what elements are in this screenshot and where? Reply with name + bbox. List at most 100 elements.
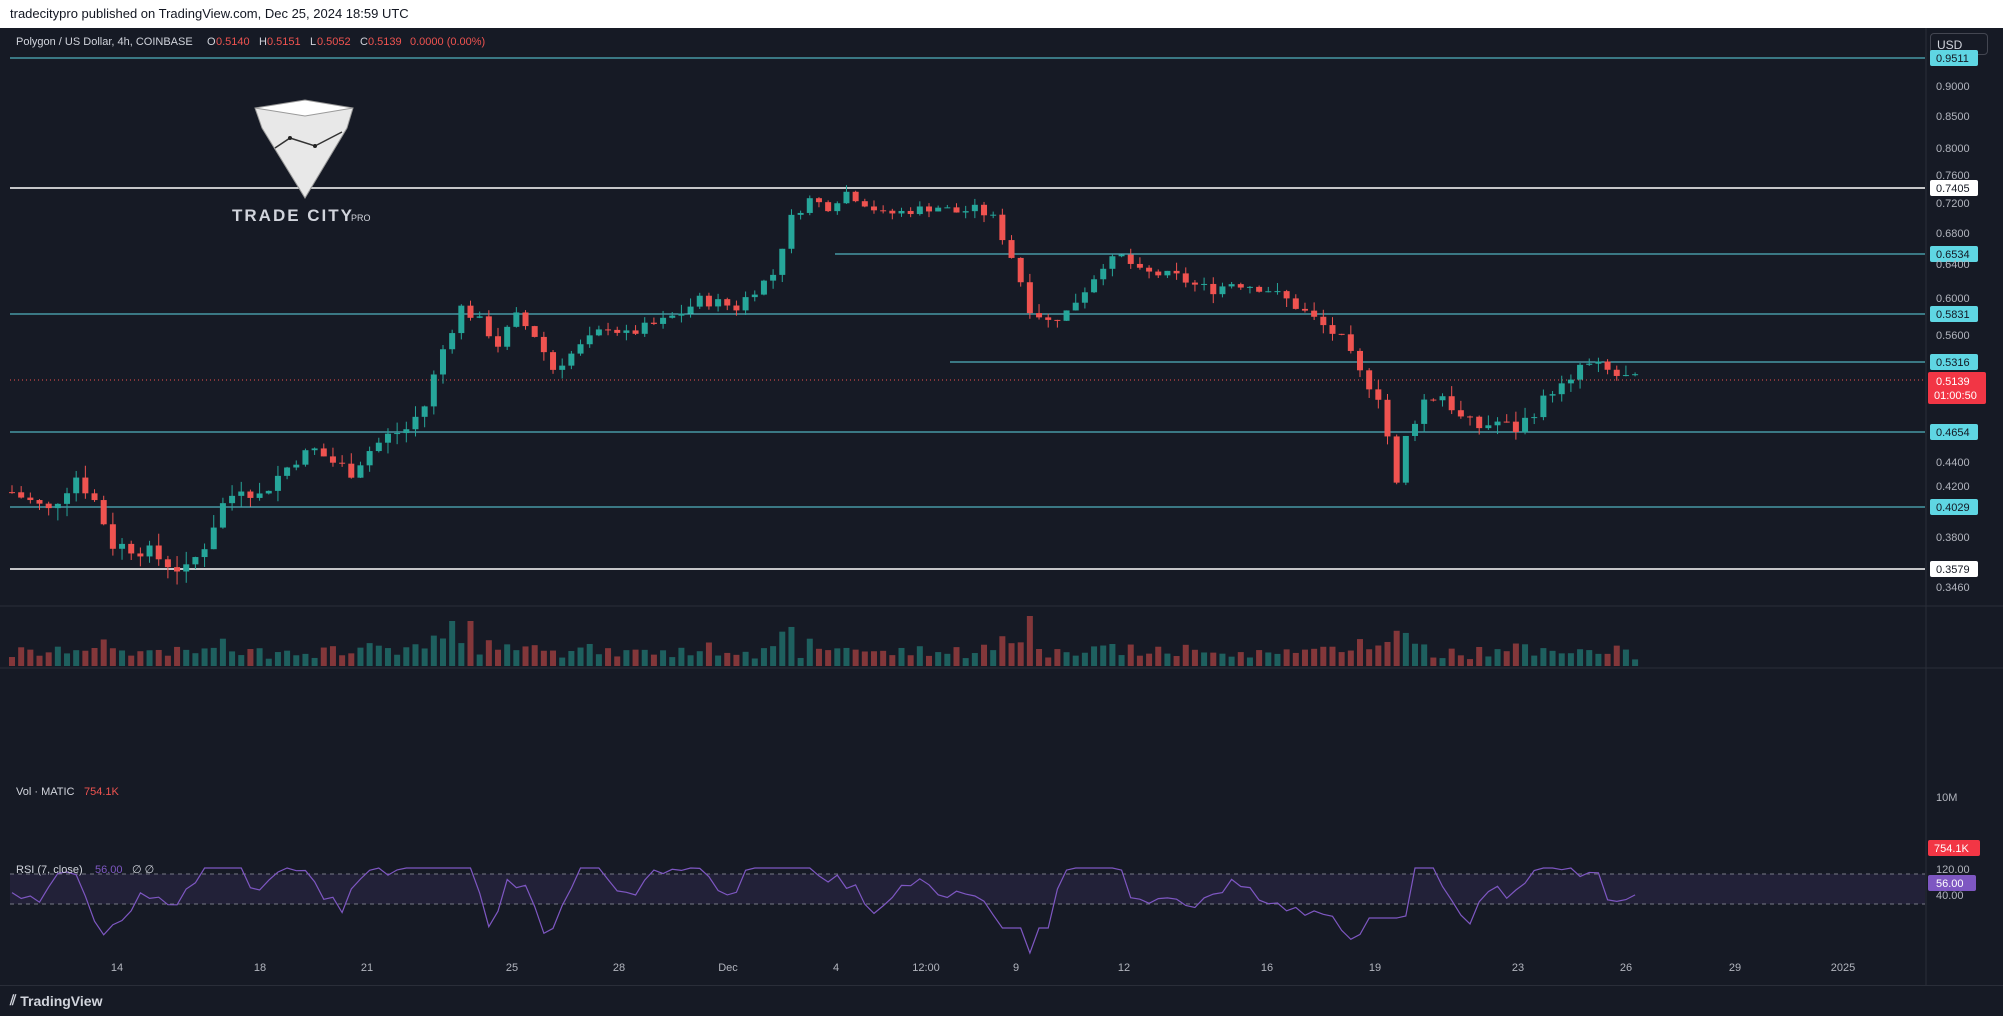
- high-value: 0.5151: [267, 36, 301, 48]
- volume-bar: [1485, 656, 1492, 666]
- candle-body: [229, 495, 236, 504]
- candle-body: [577, 344, 584, 354]
- volume-bar: [320, 647, 327, 666]
- volume-bar: [1017, 642, 1024, 666]
- volume-bar: [981, 644, 988, 666]
- volume-bar: [733, 654, 740, 666]
- candle-body: [45, 503, 52, 509]
- candle-body: [797, 212, 804, 215]
- time-axis[interactable]: 14 18 21 25 28 Dec 4 12:00 9 12 16 19 23 26 29 2025: [111, 962, 1855, 974]
- candle-body: [1613, 369, 1620, 376]
- volume-bar: [870, 651, 877, 666]
- candle-body: [779, 248, 786, 275]
- candle-body: [1430, 399, 1437, 401]
- price-tick-label: 0.8500: [1936, 111, 1970, 123]
- candle-body: [1412, 423, 1419, 436]
- candle-body: [678, 313, 685, 316]
- volume-bar: [907, 655, 914, 666]
- candle-body: [1091, 279, 1098, 293]
- candle-body: [825, 202, 832, 212]
- tradingview-icon: ⫽: [10, 992, 16, 1008]
- volume-bar: [1045, 657, 1052, 666]
- volume-bar: [449, 621, 456, 666]
- volume-bar: [1494, 649, 1501, 666]
- candle-body: [27, 497, 34, 501]
- volume-bar: [1356, 639, 1363, 666]
- volume-bar: [1146, 653, 1153, 666]
- candle-body: [1338, 333, 1345, 335]
- volume-bar: [705, 642, 712, 666]
- candle-body: [1632, 374, 1639, 376]
- volume-bar: [641, 649, 648, 666]
- level-price-label: 0.3579: [1936, 564, 1970, 576]
- last-price-value: 0.5139: [1936, 376, 1970, 388]
- candle-body: [1063, 310, 1070, 321]
- candle-body: [366, 451, 373, 466]
- tradingview-brand[interactable]: ⫽ TradingView: [10, 992, 102, 1009]
- price-axis[interactable]: 0.9511 0.7405 0.6534 0.5831 0.5316 0.4654 0.40…: [1928, 50, 1986, 902]
- rsi-extra: ∅ ∅: [132, 864, 154, 876]
- volume-bar: [1540, 648, 1547, 666]
- volume-bar: [375, 645, 382, 666]
- candle-body: [1540, 395, 1547, 418]
- candle-body: [815, 198, 822, 203]
- candle-body: [981, 204, 988, 216]
- volume-bar: [201, 648, 208, 666]
- volume-axis-label: 10M: [1936, 792, 1957, 804]
- price-tick-label: 0.6400: [1936, 259, 1970, 271]
- candle-body: [1100, 268, 1107, 280]
- candle-body: [100, 500, 107, 525]
- candle-body: [1219, 286, 1226, 295]
- candle-body: [999, 214, 1006, 241]
- candle-body: [18, 492, 25, 498]
- volume-bar: [394, 654, 401, 666]
- rsi-axis-label: 40.00: [1936, 890, 1964, 902]
- candle-body: [504, 326, 511, 347]
- volume-bar: [1412, 643, 1419, 666]
- volume-bar: [852, 649, 859, 666]
- time-tick-label: 4: [833, 962, 839, 974]
- volume-bar: [605, 648, 612, 666]
- volume-bar: [944, 653, 951, 666]
- candle-body: [137, 553, 144, 557]
- time-tick-label: 29: [1729, 962, 1741, 974]
- volume-bar: [843, 647, 850, 666]
- candle-body: [623, 330, 630, 333]
- price-tick-label: 0.8000: [1936, 143, 1970, 155]
- candle-body: [430, 374, 437, 407]
- volume-bar: [1246, 657, 1253, 666]
- volume-bar: [1457, 655, 1464, 666]
- candle-body: [669, 315, 676, 318]
- volume-bar: [421, 648, 428, 666]
- level-price-tag: [1930, 50, 1978, 66]
- chart-canvas[interactable]: 0.9511 0.7405 0.6534 0.5831 0.5316 0.4654 0.40…: [0, 28, 2003, 986]
- candle-body: [907, 210, 914, 215]
- volume-bar: [669, 657, 676, 666]
- candle-body: [540, 336, 547, 353]
- volume-bar: [1155, 646, 1162, 666]
- volume-bar: [1586, 650, 1593, 666]
- candle-body: [192, 557, 199, 565]
- volume-bar: [302, 653, 309, 666]
- volume-bar: [476, 654, 483, 666]
- candle-body: [375, 442, 382, 452]
- rsi-band: [10, 874, 1925, 904]
- level-price-tag: [1930, 424, 1978, 440]
- volume-bar: [1522, 644, 1529, 666]
- volume-bar: [797, 657, 804, 666]
- volume-bar: [1632, 659, 1639, 666]
- horizontal-levels[interactable]: [0, 28, 2003, 986]
- candle-body: [109, 524, 116, 549]
- candle-body: [806, 198, 813, 213]
- price-tick-label: 0.6000: [1936, 293, 1970, 305]
- volume-bar: [550, 650, 557, 666]
- volume-bar: [36, 655, 43, 666]
- candle-body: [1072, 302, 1079, 311]
- price-tick-label: 0.3460: [1936, 582, 1970, 594]
- volume-bar: [1467, 659, 1474, 666]
- trade-city-logo: TRADE CITY PRO: [232, 99, 371, 225]
- candle-body: [439, 349, 446, 375]
- close-value: 0.5139: [368, 36, 402, 48]
- volume-bar: [540, 650, 547, 666]
- rsi-last-value: 56.00: [1936, 878, 1964, 890]
